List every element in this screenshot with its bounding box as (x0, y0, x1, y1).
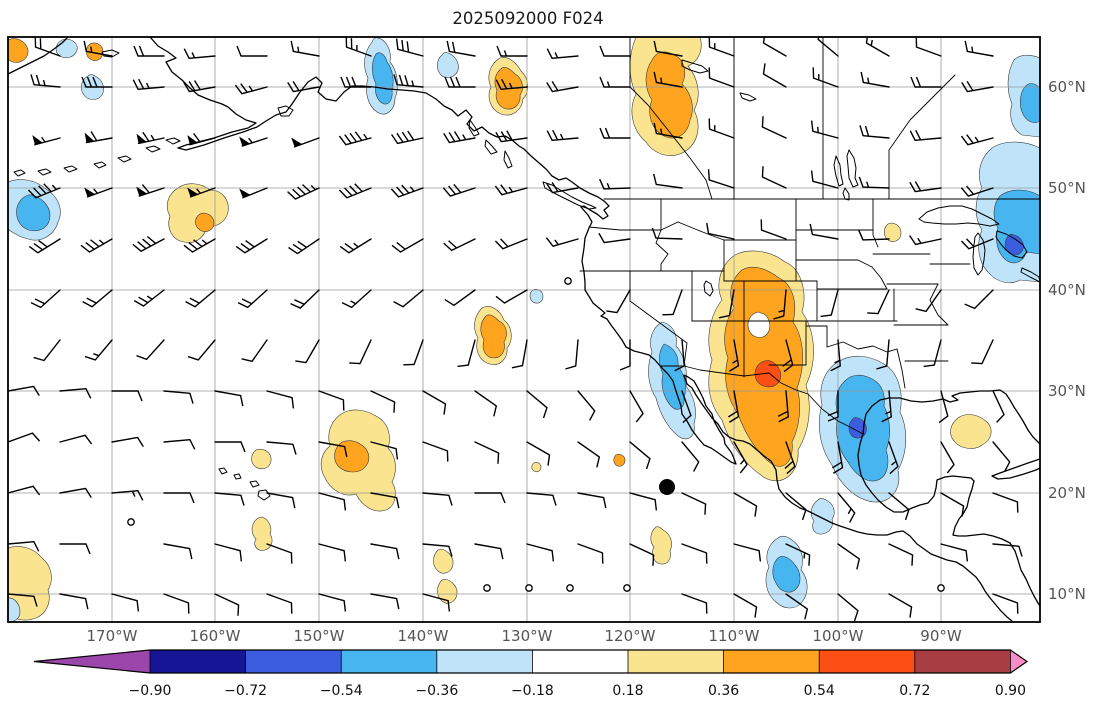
lakes-layer (681, 59, 1040, 297)
lat-tick-label: 50°N (1048, 179, 1086, 197)
graticule-layer (8, 37, 1040, 622)
anomaly-region (529, 289, 544, 304)
colorbar: −0.90 −0.72 −0.54 −0.36 −0.18 0.18 0.36 0.54 0.7… (33, 649, 1029, 699)
political-borders-layer (579, 37, 1040, 435)
colorbar-tick-label: −0.18 (511, 683, 554, 699)
lat-tick-label: 60°N (1048, 78, 1086, 96)
lon-tick-label: 90°W (920, 627, 962, 645)
colorbar-segment (436, 650, 533, 673)
colorbar-segment (723, 650, 820, 673)
anomaly-region (251, 448, 272, 470)
colorbar-tick-label: 0.54 (804, 683, 835, 699)
anomaly-region (1019, 83, 1040, 123)
colorbar-segment (628, 650, 724, 673)
calm-wind-circle (483, 584, 491, 592)
colorbar-segment (245, 650, 342, 673)
calm-wind-circle (525, 584, 533, 592)
anomaly-region (16, 194, 51, 232)
lon-tick-label: 120°W (605, 627, 656, 645)
axis-labels: 170°W 160°W 150°W 140°W 130°W 120°W 110°W 100°W… (87, 78, 1086, 645)
anomaly-region (334, 440, 370, 473)
colorbar-segment (150, 650, 246, 673)
anomaly-region (437, 579, 458, 604)
anomaly-region (650, 526, 672, 565)
anomaly-region (848, 417, 867, 439)
colorbar-segment (532, 650, 628, 673)
islands-layer (13, 49, 597, 501)
anomaly-shading-layer (8, 37, 1040, 622)
station-marker-dot (659, 479, 675, 495)
lat-tick-label: 30°N (1048, 382, 1086, 400)
lat-tick-label: 40°N (1048, 281, 1086, 299)
colorbar-tick-label: −0.54 (320, 683, 363, 699)
lon-tick-label: 100°W (813, 627, 864, 645)
map-content-layer (8, 37, 1040, 622)
lon-tick-label: 130°W (502, 627, 553, 645)
colorbar-outline (33, 649, 1029, 674)
lat-tick-label: 20°N (1048, 484, 1086, 502)
anomaly-region (8, 546, 52, 621)
calm-wind-circle (564, 277, 572, 285)
colorbar-under-arrow (34, 650, 150, 673)
anomaly-region (747, 311, 771, 338)
colorbar-tick-label: 0.36 (708, 683, 739, 699)
colorbar-segment (914, 650, 1011, 673)
map-frame (7, 36, 1041, 623)
colorbar-tick-label: −0.36 (415, 683, 458, 699)
colorbar-segment (341, 650, 437, 673)
colorbar-over-arrow (1010, 650, 1027, 673)
coastline-layer (8, 37, 1040, 622)
lon-tick-label: 140°W (398, 627, 449, 645)
colorbar-tick-label: −0.72 (224, 683, 267, 699)
colorbar-tick-label: 0.72 (899, 683, 930, 699)
calm-wind-circle (127, 518, 135, 526)
colorbar-tick-label: 0.90 (995, 683, 1026, 699)
anomaly-region (480, 314, 507, 359)
calm-wind-circle (937, 584, 945, 592)
lon-tick-label: 160°W (190, 627, 241, 645)
anomaly-region (883, 222, 902, 242)
lon-tick-label: 110°W (709, 627, 760, 645)
anomaly-region (433, 549, 454, 574)
anomaly-region (166, 183, 229, 243)
anomaly-region (950, 414, 992, 449)
lon-tick-label: 170°W (87, 627, 138, 645)
chart-title: 2025092000 F024 (452, 9, 603, 28)
colorbar-tick-label: 0.18 (612, 683, 643, 699)
anomaly-region (613, 454, 626, 467)
anomaly-region (437, 52, 459, 78)
wind-barbs-layer (8, 37, 1023, 622)
anomaly-region (772, 556, 801, 593)
colorbar-tick-label: −0.90 (129, 683, 172, 699)
lon-tick-label: 150°W (294, 627, 345, 645)
anomaly-region (1004, 234, 1024, 256)
calm-wind-circle (566, 584, 574, 592)
anomaly-region (810, 498, 835, 535)
anomaly-region (8, 38, 29, 63)
anomaly-region (371, 52, 394, 105)
anomaly-region (531, 462, 542, 473)
anomaly-region (251, 516, 273, 551)
calm-wind-circle (623, 584, 631, 592)
colorbar-segment (819, 650, 915, 673)
anomaly-region (195, 212, 215, 232)
anomaly-region (659, 343, 686, 410)
lat-tick-label: 10°N (1048, 585, 1086, 603)
